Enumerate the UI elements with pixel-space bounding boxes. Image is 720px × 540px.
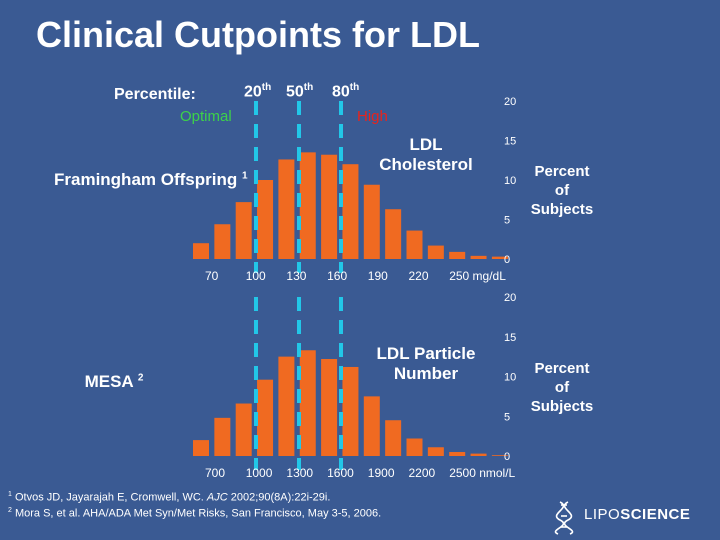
x-tick-label-1-6: 220 <box>409 269 429 283</box>
bar-2-5 <box>278 356 295 456</box>
y-tick-label-1-20: 20 <box>504 96 516 108</box>
y-tick-label-1-10: 10 <box>504 175 516 187</box>
x-tick-label-2-2: 1000 <box>246 466 273 480</box>
bar-1-11 <box>406 230 423 259</box>
study-label-framingham: Framingham Offspring 1 <box>54 170 248 189</box>
bar-1-7 <box>321 154 338 259</box>
x-tick-label-1-2: 100 <box>246 269 266 283</box>
chart-title-ldl-cholesterol: LDL Cholesterol <box>379 135 473 174</box>
x-tick-label-2-3: 1300 <box>286 466 313 480</box>
bar-1-9 <box>363 184 380 259</box>
bar-2-4 <box>257 379 274 456</box>
bar-2-2 <box>214 417 231 456</box>
bar-1-2 <box>214 224 231 259</box>
bar-1-10 <box>385 209 402 259</box>
bar-2-15 <box>491 455 508 456</box>
bar-2-7 <box>321 359 338 456</box>
percentile-80th: 80th <box>332 82 360 101</box>
x-tick-label-1-3: 130 <box>286 269 306 283</box>
bar-2-11 <box>406 438 423 456</box>
bar-1-12 <box>427 245 444 259</box>
bar-1-14 <box>470 255 487 259</box>
y-axis-label-1: Percent of Subjects <box>530 163 594 218</box>
bar-1-13 <box>449 251 466 259</box>
bar-2-12 <box>427 447 444 456</box>
logo: LIPOSCIENCE <box>584 506 691 523</box>
y-tick-label-2-5: 5 <box>504 411 510 423</box>
bar-2-6 <box>299 350 316 456</box>
bar-2-1 <box>193 440 209 456</box>
bar-1-8 <box>342 164 359 259</box>
y-tick-label-2-10: 10 <box>504 372 516 384</box>
x-tick-label-2-7: 2500 nmol/L <box>449 466 515 480</box>
bar-1-3 <box>235 202 252 259</box>
x-tick-label-2-1: 700 <box>205 466 225 480</box>
x-tick-label-1-7: 250 mg/dL <box>449 269 506 283</box>
bar-2-14 <box>470 453 487 456</box>
study-label-mesa: MESA 2 <box>84 372 144 391</box>
footnote-1: 1 Otvos JD, Jayarajah E, Cromwell, WC. A… <box>8 491 331 504</box>
x-tick-label-1-5: 190 <box>368 269 388 283</box>
bar-1-6 <box>299 152 316 259</box>
bar-2-8 <box>342 366 359 456</box>
y-axis-label-2: Percent of Subjects <box>530 360 594 415</box>
bar-2-9 <box>363 396 380 456</box>
x-tick-label-1-4: 160 <box>327 269 347 283</box>
y-tick-label-1-15: 15 <box>504 136 516 148</box>
y-tick-label-1-5: 5 <box>504 215 510 227</box>
y-tick-label-1-0: 0 <box>504 254 510 266</box>
bar-1-1 <box>193 243 209 259</box>
percentile-label: Percentile: <box>114 86 196 103</box>
bar-2-10 <box>385 420 402 456</box>
bar-1-5 <box>278 159 295 259</box>
x-tick-label-1-1: 70 <box>205 269 219 283</box>
x-tick-label-2-5: 1900 <box>368 466 395 480</box>
page-title: Clinical Cutpoints for LDL <box>36 14 480 55</box>
chart-title-ldl-particle-number: LDL Particle Number <box>376 344 476 383</box>
y-tick-label-2-20: 20 <box>504 292 516 304</box>
optimal-label: Optimal <box>180 108 232 125</box>
x-tick-label-2-4: 1600 <box>327 466 354 480</box>
percentile-50th: 50th <box>286 82 314 101</box>
bar-2-3 <box>235 403 252 456</box>
high-label: High <box>357 108 388 125</box>
bar-1-15 <box>491 256 508 259</box>
y-tick-label-2-0: 0 <box>504 451 510 463</box>
footnote-2: 2 Mora S, et al. AHA/ADA Met Syn/Met Ris… <box>8 507 382 520</box>
percentile-20th: 20th <box>244 82 272 101</box>
x-tick-label-2-6: 2200 <box>409 466 436 480</box>
bar-2-13 <box>449 452 466 456</box>
bar-1-4 <box>257 180 274 259</box>
y-tick-label-2-15: 15 <box>504 332 516 344</box>
